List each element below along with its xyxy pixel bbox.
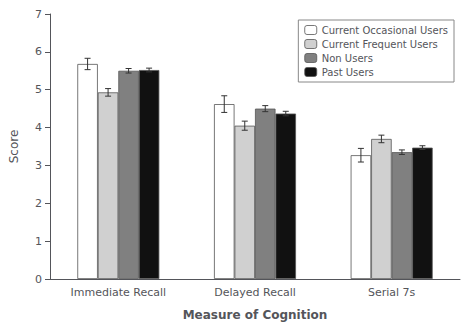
svg-text:7: 7	[35, 8, 42, 21]
svg-text:Immediate Recall: Immediate Recall	[71, 286, 167, 299]
svg-text:Current Occasional Users: Current Occasional Users	[322, 25, 448, 36]
svg-text:3: 3	[35, 159, 42, 172]
svg-text:Serial 7s: Serial 7s	[368, 286, 416, 299]
svg-text:Past Users: Past Users	[322, 67, 374, 78]
svg-text:2: 2	[35, 197, 42, 210]
svg-text:Delayed Recall: Delayed Recall	[214, 286, 296, 299]
svg-text:Non Users: Non Users	[322, 53, 373, 64]
svg-text:4: 4	[35, 121, 42, 134]
svg-text:6: 6	[35, 45, 42, 58]
svg-text:Score: Score	[7, 130, 21, 164]
svg-text:0: 0	[35, 273, 42, 286]
svg-text:1: 1	[35, 235, 42, 248]
svg-text:Measure of Cognition: Measure of Cognition	[183, 308, 328, 322]
svg-text:Current Frequent Users: Current Frequent Users	[322, 39, 438, 50]
svg-text:5: 5	[35, 83, 42, 96]
